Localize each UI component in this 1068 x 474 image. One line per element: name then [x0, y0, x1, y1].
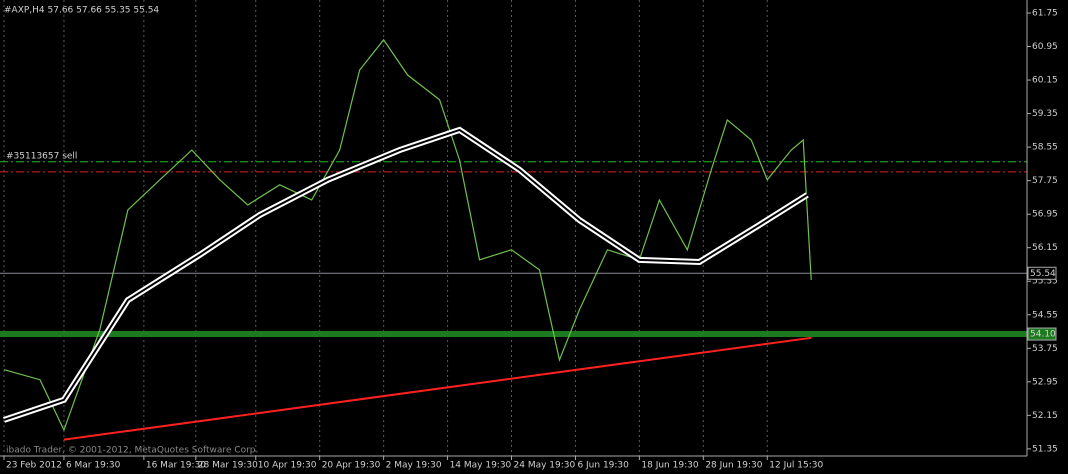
trend-line: [63, 336, 812, 441]
y-tick-label: 52.15: [1032, 411, 1058, 421]
x-tick-label: 18 Jun 19:30: [641, 461, 698, 471]
x-tick-label: 14 May 19:30: [450, 461, 512, 471]
y-tick-label: 57.75: [1032, 176, 1058, 186]
y-tick-label: 56.15: [1032, 243, 1058, 253]
y-tick-label: 51.35: [1032, 444, 1058, 454]
x-tick-label: 28 Jun 19:30: [705, 461, 762, 471]
ma-band-inner: [3, 128, 808, 421]
price-box: [1027, 266, 1057, 280]
x-tick-label: 6 Jun 19:30: [577, 461, 629, 471]
price-label: 54.10: [1030, 330, 1056, 340]
y-tick-label: 58.55: [1032, 143, 1058, 153]
y-tick-label: 52.95: [1032, 377, 1058, 387]
chart-title: #AXP,H4 57.66 57.66 55.35 55.54: [4, 6, 159, 16]
y-tick-label: 60.95: [1032, 42, 1058, 52]
y-tick-label: 54.55: [1032, 310, 1058, 320]
watermark: ibado Trader, © 2001-2012, MetaQuotes So…: [6, 446, 258, 456]
y-tick-label: 55.35: [1032, 277, 1058, 287]
price-line: [3, 38, 812, 432]
level-label: #35113657 sell: [6, 151, 77, 161]
y-tick-label: 53.75: [1032, 344, 1058, 354]
x-tick-label: 23 Feb 2012: [6, 461, 62, 471]
price-label: 55.54: [1030, 269, 1056, 279]
x-tick-label: 6 Mar 19:30: [66, 461, 121, 471]
x-tick-label: 12 Jul 15:30: [769, 461, 823, 471]
x-tick-label: 2 May 19:30: [386, 461, 442, 471]
y-tick-label: 61.75: [1032, 8, 1058, 18]
x-tick-label: 16 Mar 19:30: [146, 461, 206, 471]
x-tick-label: 20 Apr 19:30: [322, 461, 381, 471]
x-tick-label: 24 May 19:30: [514, 461, 576, 471]
x-tick-label: 10 Apr 19:30: [258, 461, 317, 471]
x-tick-label: 28 Mar 19:30: [198, 461, 258, 471]
price-box: [1027, 327, 1057, 341]
y-tick-label: 59.35: [1032, 109, 1058, 119]
y-tick-label: 56.95: [1032, 210, 1058, 220]
y-tick-label: 60.15: [1032, 76, 1058, 86]
